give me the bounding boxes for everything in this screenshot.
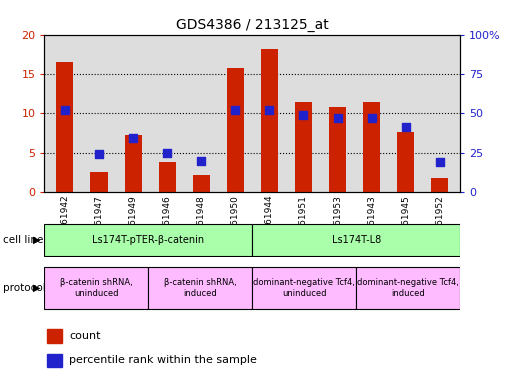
Text: dominant-negative Tcf4,
uninduced: dominant-negative Tcf4, uninduced (253, 278, 355, 298)
Bar (253, 267, 356, 309)
Bar (397, 132, 414, 192)
Bar (90, 172, 108, 192)
Bar (261, 49, 278, 192)
Text: β-catenin shRNA,
induced: β-catenin shRNA, induced (164, 278, 237, 298)
Bar (329, 107, 346, 192)
Point (368, 115, 376, 121)
Text: ▶: ▶ (33, 235, 40, 245)
Bar (431, 178, 448, 192)
Point (265, 107, 274, 113)
Point (299, 112, 308, 118)
Point (95, 151, 103, 157)
Point (402, 124, 410, 131)
Bar (227, 68, 244, 192)
Text: protocol: protocol (3, 283, 46, 293)
Title: GDS4386 / 213125_at: GDS4386 / 213125_at (176, 18, 329, 32)
Bar (44, 224, 252, 256)
Text: Ls174T-L8: Ls174T-L8 (332, 235, 381, 245)
Text: count: count (70, 331, 101, 341)
Text: ▶: ▶ (33, 283, 40, 293)
Bar (158, 162, 176, 192)
Text: β-catenin shRNA,
uninduced: β-catenin shRNA, uninduced (60, 278, 133, 298)
Point (197, 157, 206, 164)
Bar (44, 267, 149, 309)
Bar (295, 102, 312, 192)
Bar (124, 135, 142, 192)
Text: cell line: cell line (3, 235, 43, 245)
Bar (253, 224, 460, 256)
Text: percentile rank within the sample: percentile rank within the sample (70, 356, 257, 366)
Point (436, 159, 444, 165)
Point (231, 107, 240, 113)
Point (163, 150, 172, 156)
Point (129, 136, 137, 142)
Point (61, 107, 69, 113)
Bar (149, 267, 252, 309)
Bar (356, 267, 460, 309)
Text: Ls174T-pTER-β-catenin: Ls174T-pTER-β-catenin (93, 235, 204, 245)
Text: dominant-negative Tcf4,
induced: dominant-negative Tcf4, induced (357, 278, 459, 298)
Point (333, 115, 342, 121)
Bar (47, 329, 62, 343)
Bar (192, 175, 210, 192)
Bar (363, 102, 380, 192)
Bar (47, 354, 62, 367)
Bar (56, 62, 73, 192)
